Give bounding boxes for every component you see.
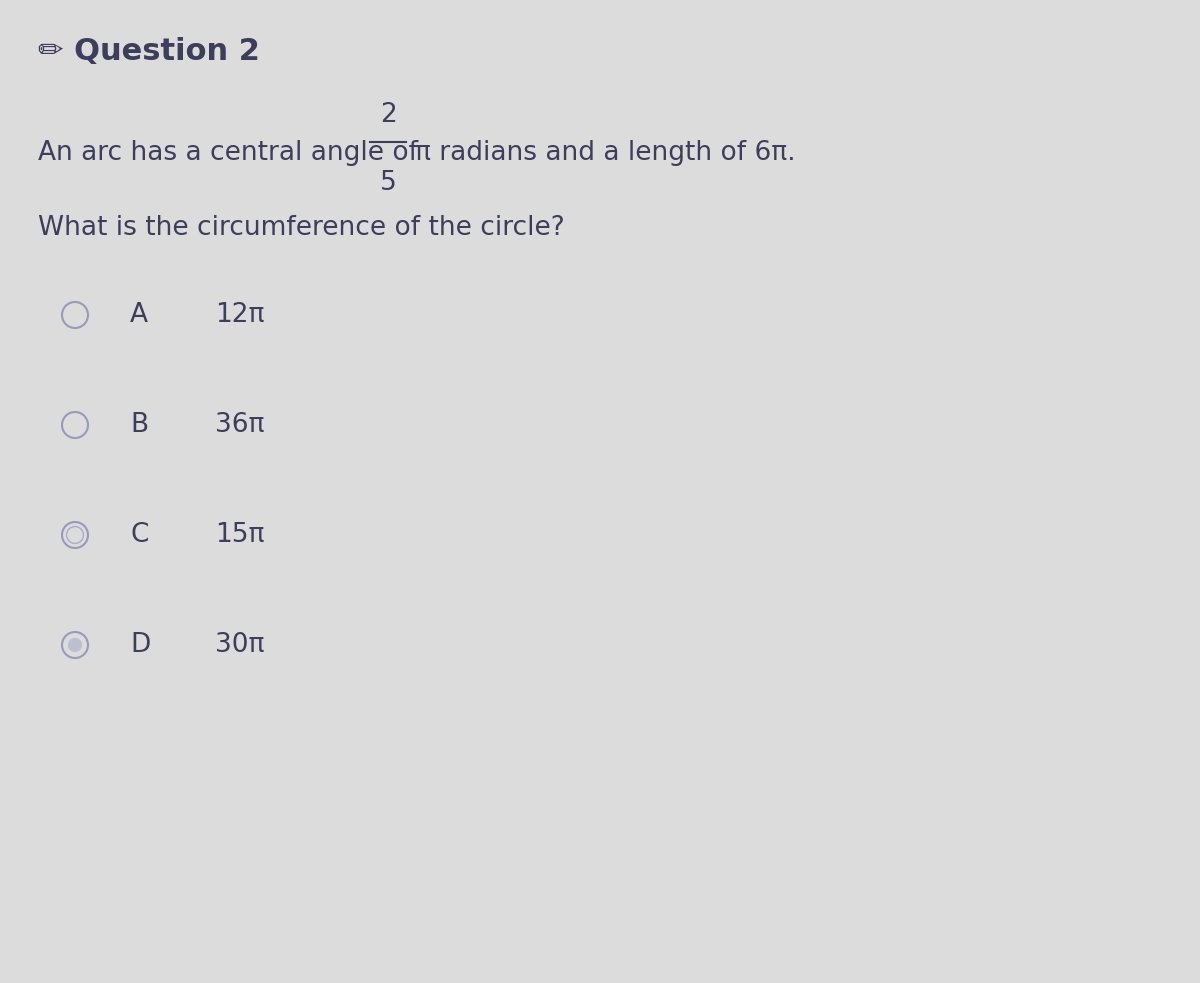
- Text: 15π: 15π: [215, 522, 264, 548]
- Text: 30π: 30π: [215, 632, 264, 658]
- Text: C: C: [130, 522, 149, 548]
- Text: B: B: [130, 412, 148, 438]
- Text: A: A: [130, 302, 148, 328]
- Text: What is the circumference of the circle?: What is the circumference of the circle?: [38, 215, 565, 241]
- Circle shape: [68, 638, 82, 652]
- Text: An arc has a central angle of: An arc has a central angle of: [38, 140, 426, 166]
- Text: 2: 2: [379, 102, 396, 128]
- Text: 36π: 36π: [215, 412, 264, 438]
- Text: 12π: 12π: [215, 302, 264, 328]
- Text: 5: 5: [379, 170, 396, 196]
- Text: ✏ Question 2: ✏ Question 2: [38, 37, 260, 67]
- Text: π radians and a length of 6π.: π radians and a length of 6π.: [415, 140, 796, 166]
- Text: D: D: [130, 632, 150, 658]
